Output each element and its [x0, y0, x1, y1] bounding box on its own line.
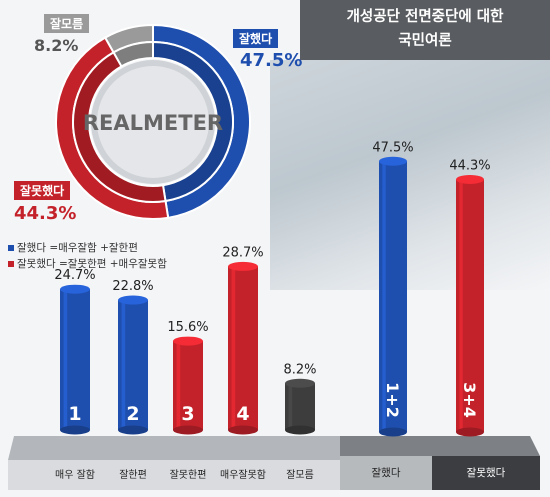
- sum-bar-label-1: 44.3%: [449, 158, 490, 173]
- legend-swatch-bad: [8, 261, 14, 267]
- item-bar-highlight-2: [176, 341, 181, 430]
- legend-label-bad: 잘못했다 =잘못한편 +매우잘못함: [17, 258, 167, 270]
- item-bar-base-2: [173, 425, 203, 435]
- good-tag: 잘했다: [233, 29, 279, 48]
- sum-bar-cap-0: [379, 156, 407, 166]
- sum-bar-number-1: 3+4: [460, 382, 479, 418]
- sum-bar-cap-1: [456, 174, 484, 184]
- item-bar-label-4: 8.2%: [283, 362, 316, 377]
- header-box: [300, 0, 550, 60]
- sum-bar-highlight-0: [382, 161, 386, 432]
- bar-chart: 24.7% 1 매우 잘함 22.8% 2 잘한편 15.6% 3 잘못한편 28.7% 4 매우잘못…: [8, 245, 340, 490]
- item-bar-cap-4: [285, 378, 315, 388]
- legend-item-bad: 잘못했다 =잘못한편 +매우잘못함: [8, 256, 167, 271]
- realmeter-logo: REALMETER: [83, 111, 223, 135]
- unknown-tag: 잘모름: [44, 14, 90, 33]
- sum-platform-top: [340, 436, 540, 456]
- item-bar-label-0: 24.7%: [54, 268, 95, 283]
- donut-center-inner: [97, 66, 209, 178]
- item-bar-cap-3: [228, 261, 258, 271]
- sum-category-0: 잘했다: [372, 467, 401, 479]
- item-bar-base-0: [60, 425, 90, 435]
- item-bar-label-3: 28.7%: [222, 245, 263, 260]
- bad-value: 44.3%: [14, 203, 77, 224]
- item-bar-highlight-3: [231, 266, 236, 430]
- sum-platform-bad: [432, 456, 540, 490]
- legend-swatch-good: [8, 245, 14, 251]
- bad-tag: 잘못했다: [14, 181, 71, 200]
- item-bar-highlight-1: [121, 300, 126, 430]
- donut-chart: REALMETER: [55, 23, 251, 220]
- item-category-2: 잘못한편: [170, 469, 207, 481]
- sum-bar-base-1: [456, 427, 484, 437]
- item-bar-cap-2: [173, 336, 203, 346]
- unknown-value: 8.2%: [34, 36, 79, 55]
- item-bar-label-1: 22.8%: [112, 279, 153, 294]
- good-value: 47.5%: [240, 50, 303, 71]
- sum-category-1: 잘못했다: [467, 467, 506, 479]
- item-bar-highlight-0: [63, 289, 68, 430]
- item-bar-base-4: [285, 425, 315, 435]
- item-bar-cap-1: [118, 295, 148, 305]
- legend-item-good: 잘했다 =매우잘함 +잘한편: [8, 240, 138, 255]
- page-title: 개성공단 전면중단에 대한 국민여론: [346, 9, 504, 49]
- factory-photo: [270, 60, 550, 290]
- sum-bar-highlight-1: [459, 179, 463, 432]
- item-bar-label-2: 15.6%: [167, 320, 208, 335]
- item-category-0: 매우 잘함: [55, 469, 95, 481]
- sum-bar-chart: 47.5% 1+2 잘했다 44.3% 3+4 잘못했다: [340, 140, 540, 490]
- item-bar-base-3: [228, 425, 258, 435]
- item-bar-base-1: [118, 425, 148, 435]
- donut-slice-inner-2: [112, 40, 154, 68]
- item-bar-number-3: 4: [236, 403, 249, 425]
- sum-bar-base-0: [379, 427, 407, 437]
- item-category-3: 매우잘못함: [220, 469, 266, 481]
- sum-bar-label-0: 47.5%: [372, 140, 413, 155]
- sum-bar-number-0: 1+2: [383, 382, 402, 418]
- sum-platform-good: [340, 456, 432, 490]
- item-bar-number-2: 3: [181, 403, 194, 425]
- platform-front: [8, 460, 340, 490]
- item-bar-number-0: 1: [68, 403, 81, 425]
- item-category-1: 잘한편: [119, 469, 147, 481]
- legend-label-good: 잘했다 =매우잘함 +잘한편: [17, 242, 138, 254]
- item-bar-cap-0: [60, 284, 90, 294]
- platform-top: [8, 436, 340, 460]
- item-category-4: 잘모름: [286, 469, 314, 481]
- item-bar-highlight-4: [288, 383, 293, 430]
- item-bar-number-1: 2: [126, 403, 139, 425]
